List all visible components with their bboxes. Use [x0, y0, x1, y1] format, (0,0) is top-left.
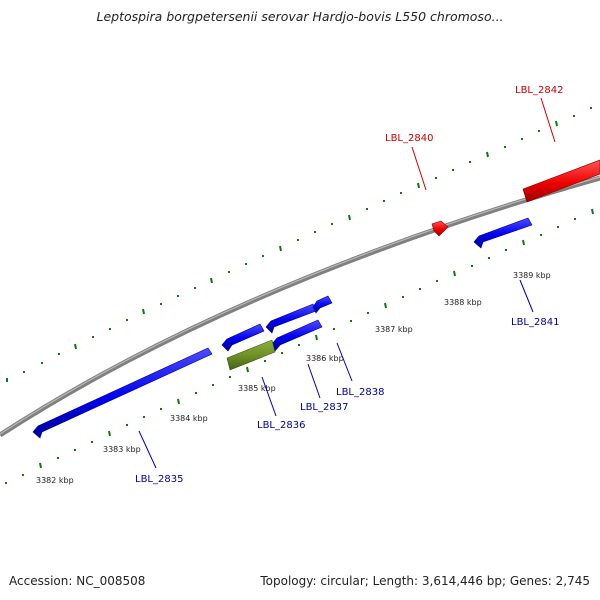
tick-mark	[486, 151, 489, 158]
scale-label-3385: 3385 kbp	[238, 384, 276, 393]
tick-mark	[39, 462, 42, 469]
leader-lbl-2842	[540, 97, 556, 143]
leader-lbl-2837	[307, 363, 321, 399]
tick-mark	[453, 270, 456, 277]
tick-mark	[74, 343, 77, 350]
tick-mark	[591, 208, 594, 215]
accession-text: Accession: NC_008508	[9, 574, 146, 588]
chromosome-backbone	[0, 175, 600, 438]
gene-lbl-2837-part[interactable]	[265, 303, 317, 334]
leader-lbl-2840	[411, 146, 427, 191]
gene-label-lbl-2837[interactable]: LBL_2837	[300, 402, 348, 413]
reverse-tick-row	[5, 208, 594, 484]
gene-lbl-2836-part[interactable]	[221, 323, 265, 352]
scale-label-3389: 3389 kbp	[513, 271, 551, 280]
tick-mark	[108, 430, 111, 437]
tick-mark	[417, 182, 420, 189]
gene-lbl-2835[interactable]	[32, 347, 213, 439]
gene-label-lbl-2836[interactable]: LBL_2836	[257, 420, 305, 431]
tick-mark	[177, 398, 180, 405]
gene-label-lbl-2841[interactable]: LBL_2841	[511, 317, 559, 328]
gene-label-lbl-2835[interactable]: LBL_2835	[135, 474, 183, 485]
chromosome-backbone-highlight	[0, 176, 600, 435]
leader-lbl-2835	[138, 430, 157, 469]
gene-label-lbl-2842[interactable]: LBL_2842	[515, 85, 563, 96]
topology-summary-text: Topology: circular; Length: 3,614,446 bp…	[260, 574, 590, 588]
tick-mark	[315, 334, 318, 341]
tick-mark	[348, 214, 351, 221]
tick-mark	[246, 366, 249, 373]
tick-mark	[555, 120, 558, 127]
leader-lbl-2836	[261, 376, 277, 417]
label-leaders	[138, 97, 556, 469]
gene-lbl-2836[interactable]	[226, 339, 276, 371]
scale-label-3386: 3386 kbp	[306, 354, 344, 363]
leader-lbl-2841	[519, 279, 534, 313]
scale-label-3382: 3382 kbp	[36, 476, 74, 485]
scale-label-3383: 3383 kbp	[103, 445, 141, 454]
tick-mark	[384, 302, 387, 309]
tick-mark	[522, 239, 525, 246]
tick-mark	[279, 245, 282, 252]
map-title: Leptospira borgpetersenii serovar Hardjo…	[96, 9, 504, 24]
scale-label-3384: 3384 kbp	[170, 414, 208, 423]
gene-lbl-2838-part[interactable]	[312, 295, 333, 314]
tick-mark	[142, 308, 145, 315]
gene-labels: LBL_2835 LBL_2836 LBL_2837 LBL_2838 LBL_…	[135, 85, 563, 485]
leader-lbl-2838	[336, 342, 353, 382]
gene-label-lbl-2838[interactable]: LBL_2838	[336, 387, 384, 398]
gene-lbl-2841[interactable]	[473, 217, 533, 249]
scale-label-3388: 3388 kbp	[444, 298, 482, 307]
tick-mark	[210, 277, 213, 284]
gene-label-lbl-2840[interactable]: LBL_2840	[385, 133, 433, 144]
gene-lbl-2842[interactable]	[522, 159, 600, 203]
scale-label-3387: 3387 kbp	[375, 325, 413, 334]
gene-lbl-2840[interactable]	[431, 220, 449, 237]
forward-tick-row	[6, 107, 592, 382]
scale-labels: 3382 kbp 3383 kbp 3384 kbp 3385 kbp 3386…	[36, 271, 551, 485]
